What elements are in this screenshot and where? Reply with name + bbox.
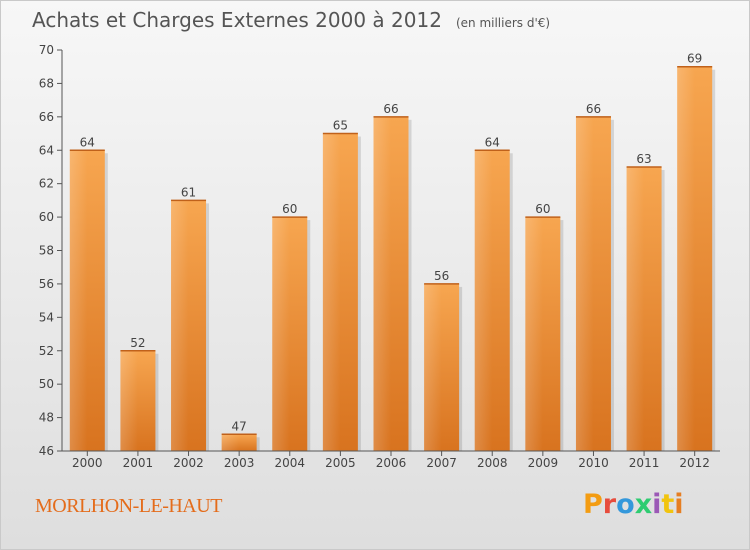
data-label: 61 (181, 185, 196, 199)
bar-highlight (272, 217, 290, 451)
x-tick-label: 2003 (224, 456, 255, 470)
data-label: 64 (80, 135, 95, 149)
data-label: 64 (485, 135, 500, 149)
data-label: 69 (687, 52, 702, 66)
y-tick-label: 62 (39, 177, 54, 191)
x-tick-label: 2012 (679, 456, 710, 470)
bar-highlight (373, 116, 391, 451)
chart-title-text: Achats et Charges Externes 2000 à 2012 (32, 8, 442, 32)
bar-highlight (171, 200, 189, 451)
x-tick-label: 2011 (629, 456, 660, 470)
logo-letter: t (661, 489, 675, 520)
y-tick-label: 54 (39, 310, 54, 324)
x-tick-label: 2007 (426, 456, 457, 470)
x-tick-label: 2010 (578, 456, 609, 470)
logo-letter: P (583, 489, 603, 520)
y-tick-label: 46 (39, 444, 54, 458)
x-tick-label: 2001 (123, 456, 154, 470)
bar-highlight (525, 217, 543, 451)
y-tick-label: 60 (39, 210, 54, 224)
bar-highlight (120, 350, 138, 451)
y-tick-label: 58 (39, 244, 54, 258)
bar-highlight (626, 166, 645, 452)
data-label: 60 (535, 202, 550, 216)
chart-title: Achats et Charges Externes 2000 à 2012 (e… (32, 8, 550, 32)
data-label: 56 (434, 269, 449, 283)
logo-letter: x (634, 489, 653, 520)
y-tick-label: 50 (39, 377, 54, 391)
proxiti-logo: Proxiti (583, 489, 684, 520)
bar-highlight (69, 150, 88, 451)
logo-letter: r (602, 489, 617, 520)
x-tick-label: 2009 (528, 456, 559, 470)
bars: 64 52 61 47 60 65 66 56 64 60 66 63 69 (69, 52, 716, 452)
logo-letter: i (652, 489, 662, 520)
y-tick-label: 70 (39, 43, 54, 57)
y-tick-label: 64 (39, 143, 54, 157)
bar-highlight (424, 283, 442, 451)
y-tick-label: 68 (39, 76, 54, 90)
x-tick-label: 2008 (477, 456, 508, 470)
bar-highlight (322, 133, 341, 451)
x-axis: 2000 2001 2002 2003 2004 2005 2006 2007 2008 2009… (62, 450, 720, 470)
y-tick-label: 56 (39, 277, 54, 291)
data-label: 66 (586, 102, 601, 116)
y-tick-label: 48 (39, 411, 54, 425)
x-tick-label: 2006 (376, 456, 407, 470)
data-label: 60 (282, 202, 297, 216)
logo-letter: i (674, 489, 684, 520)
bar-highlight (677, 66, 695, 451)
logo-letter: o (616, 489, 635, 520)
chart-subtitle: (en milliers d'€) (455, 16, 551, 30)
x-tick-label: 2005 (325, 456, 356, 470)
data-label: 63 (636, 152, 651, 166)
bar-highlight (221, 434, 240, 451)
data-label: 65 (333, 119, 348, 133)
data-label: 66 (383, 102, 398, 116)
data-label: 47 (232, 419, 247, 433)
x-tick-label: 2002 (173, 456, 204, 470)
y-axis: 46 48 50 52 54 56 58 60 62 64 66 68 70 (39, 43, 63, 458)
data-label: 52 (130, 336, 145, 350)
y-tick-label: 52 (39, 344, 54, 358)
commune-name: MORLHON-LE-HAUT (35, 495, 222, 517)
x-tick-label: 2000 (72, 456, 103, 470)
y-tick-label: 66 (39, 110, 54, 124)
bar-highlight (575, 116, 594, 451)
x-tick-label: 2004 (274, 456, 305, 470)
bar-highlight (474, 150, 493, 451)
